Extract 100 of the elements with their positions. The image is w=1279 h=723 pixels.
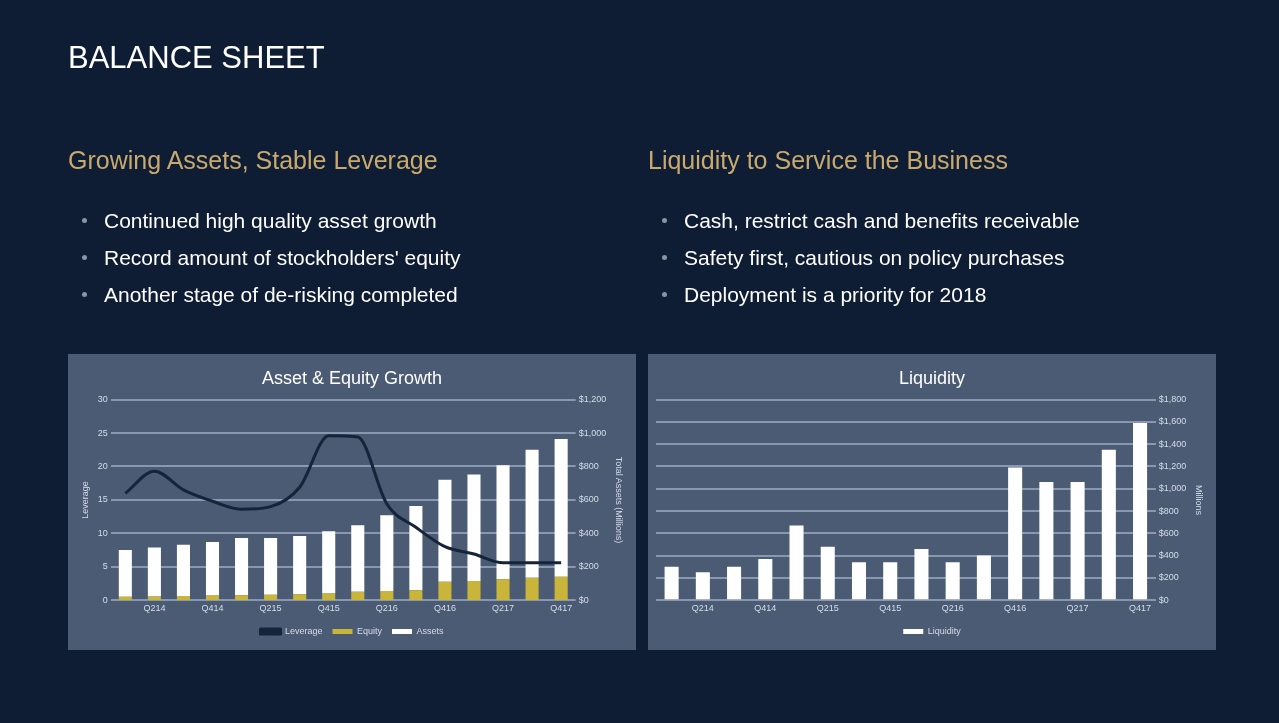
bar (467, 474, 481, 581)
chart-subtitle: Growing Assets, Stable Leverage (68, 146, 439, 176)
text: Cash, restrict cash and benefits receivable (684, 208, 1080, 234)
x-tick-label: Q414 (201, 603, 224, 614)
bar (438, 479, 452, 582)
bar (293, 536, 307, 595)
bar (914, 548, 929, 600)
legend-label: Assets (416, 625, 445, 636)
bar (467, 580, 481, 601)
chart-title: Asset & Equity Growth (261, 367, 443, 388)
y2-tick-label: $800 (578, 460, 599, 471)
y2-tick-label: $1,000 (578, 427, 607, 438)
y-tick-label: 15 (97, 494, 108, 505)
text: Record amount of stockholders' equity (104, 245, 461, 271)
bar (496, 579, 510, 601)
bar (945, 562, 960, 600)
x-tick-label: Q417 (1129, 603, 1152, 614)
y2-tick-label: $1,200 (1158, 460, 1187, 471)
text: Another stage of de-risking completed (104, 282, 458, 308)
y2-tick-label: $600 (1158, 527, 1179, 538)
y-axis-title: Leverage (79, 481, 90, 519)
bar (883, 562, 898, 600)
bar (1101, 449, 1116, 600)
y2-tick-label: $1,600 (1158, 416, 1187, 427)
text: BALANCE SHEET (68, 40, 325, 76)
y2-tick-label: $1,400 (1158, 438, 1187, 449)
y2-tick-label: $400 (578, 527, 599, 538)
bar (554, 439, 568, 577)
bar (820, 546, 835, 600)
bar (147, 547, 161, 597)
bar (235, 538, 249, 596)
bar (554, 576, 568, 601)
bar (496, 465, 510, 580)
x-tick-label: Q416 (1004, 603, 1027, 614)
bar (235, 595, 249, 601)
bar (1070, 482, 1085, 600)
bar (976, 555, 991, 600)
legend-label: Equity (357, 625, 383, 636)
bar (176, 544, 190, 597)
bar (525, 449, 539, 578)
y-tick-label: 30 (97, 394, 108, 405)
y-tick-label: 0 (102, 594, 108, 605)
y-tick-label: 25 (97, 427, 108, 438)
bar (1008, 467, 1023, 600)
bar (351, 591, 365, 601)
x-tick-label: Q214 (143, 603, 166, 614)
y2-tick-label: $1,000 (1158, 483, 1187, 494)
y2-tick-label: $400 (1158, 550, 1179, 561)
bar (438, 581, 452, 601)
bar (1133, 423, 1148, 600)
bar (758, 558, 773, 600)
x-tick-label: Q415 (879, 603, 902, 614)
chart-subtitle: Liquidity to Service the Business (648, 146, 1009, 176)
y-tick-label: 5 (102, 561, 108, 572)
y2-tick-label: $200 (578, 561, 599, 572)
x-tick-label: Q217 (1066, 603, 1089, 614)
line-series (123, 434, 563, 565)
bar (409, 505, 423, 591)
bar (322, 593, 336, 601)
y2-tick-label: $1,200 (578, 394, 607, 405)
bar (727, 566, 742, 600)
text: Continued high quality asset growth (104, 208, 437, 234)
x-tick-label: Q415 (317, 603, 340, 614)
y2-tick-label: $800 (1158, 505, 1179, 516)
bar (664, 566, 679, 600)
y2-tick-label: $600 (578, 494, 599, 505)
bar (1039, 482, 1054, 600)
bar (380, 515, 394, 592)
text: Safety first, cautious on policy purchases (684, 245, 1065, 271)
bar (264, 594, 278, 601)
y2-axis-title: Millions (1194, 484, 1205, 516)
y2-tick-label: $0 (578, 594, 589, 605)
bar (789, 525, 804, 600)
y2-tick-label: $1,800 (1158, 394, 1187, 405)
bar (264, 538, 278, 595)
bar (293, 594, 307, 601)
x-tick-label: Q416 (433, 603, 456, 614)
bar (351, 525, 365, 592)
bar (380, 591, 394, 601)
x-tick-label: Q414 (754, 603, 777, 614)
bar (205, 542, 220, 596)
legend-label: Liquidity (927, 625, 962, 636)
x-tick-label: Q217 (492, 603, 515, 614)
legend-label: Leverage (284, 625, 323, 636)
text: Deployment is a priority for 2018 (684, 282, 987, 308)
x-tick-label: Q215 (816, 603, 839, 614)
bar (409, 590, 423, 601)
y-tick-label: 20 (97, 460, 108, 471)
x-tick-label: Q417 (550, 603, 573, 614)
y2-tick-label: $0 (1158, 594, 1169, 605)
y-tick-label: 10 (97, 527, 108, 538)
y2-tick-label: $200 (1158, 572, 1179, 583)
bar (851, 562, 867, 600)
bar (118, 550, 132, 597)
x-tick-label: Q216 (941, 603, 964, 614)
x-tick-label: Q215 (259, 603, 282, 614)
x-tick-label: Q214 (691, 603, 714, 614)
y2-axis-title: Total Assets (Millions) (614, 456, 625, 544)
chart-title: Liquidity (898, 367, 966, 388)
x-tick-label: Q216 (375, 603, 398, 614)
